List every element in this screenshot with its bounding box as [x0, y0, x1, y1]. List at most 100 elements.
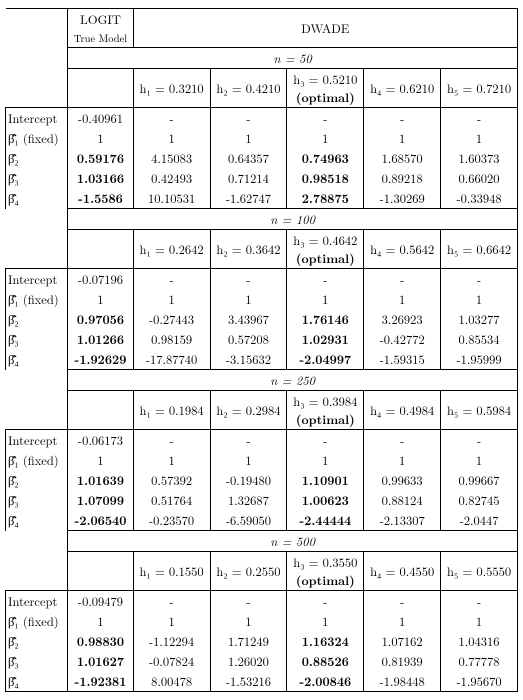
logit-label: LOGIT	[80, 10, 121, 28]
dwade-val-h1: 4.15083	[133, 148, 210, 168]
dwade-val-h5: 1.60373	[441, 148, 518, 168]
logit-val: 0.98830	[68, 631, 133, 651]
logit-val: -0.07196	[68, 269, 133, 290]
logit-header: LOGIT True Model	[68, 9, 133, 48]
dwade-val-h4: -1.30269	[364, 188, 441, 209]
dwade-val-h3: -	[287, 108, 364, 129]
h1-label: h₁ = 0.1550	[133, 552, 210, 591]
n-label: n = 50	[68, 48, 518, 69]
dwade-val-h4: 0.88124	[364, 490, 441, 510]
logit-val: 1.01627	[68, 651, 133, 671]
dwade-val-h3: 1	[287, 450, 364, 470]
dwade-val-h2: 1.32687	[210, 490, 287, 510]
dwade-val-h4: -	[364, 591, 441, 612]
h1-label: h₁ = 0.1984	[133, 391, 210, 430]
dwade-val-h3: 2.78875	[287, 188, 364, 209]
dwade-val-h1: 1	[133, 289, 210, 309]
dwade-val-h3: 0.98518	[287, 168, 364, 188]
dwade-val-h2: 0.57208	[210, 329, 287, 349]
h1-label: h₁ = 0.2642	[133, 230, 210, 269]
dwade-val-h2: -	[210, 591, 287, 612]
dwade-val-h5: -	[441, 108, 518, 129]
dwade-val-h1: 1	[133, 611, 210, 631]
param-label-b1: β̄̂₁ (fixed)	[6, 289, 68, 309]
dwade-val-h1: -0.23570	[133, 510, 210, 531]
dwade-val-h3: -	[287, 591, 364, 612]
h-row-blank-b	[68, 391, 133, 430]
dwade-val-h2: -0.19480	[210, 470, 287, 490]
estimates-table: LOGIT True Model DWADE n = 50h₁ = 0.3210…	[5, 8, 518, 692]
param-label-b1: β̄̂₁ (fixed)	[6, 611, 68, 631]
logit-val: 1	[68, 128, 133, 148]
h-row-blank-a	[6, 69, 68, 108]
logit-val: 1	[68, 289, 133, 309]
logit-val: -1.92381	[68, 671, 133, 692]
dwade-val-h4: -	[364, 108, 441, 129]
logit-val: 1.01639	[68, 470, 133, 490]
dwade-val-h5: 1	[441, 289, 518, 309]
dwade-val-h3: -2.44444	[287, 510, 364, 531]
n-label: n = 500	[68, 531, 518, 552]
dwade-val-h5: 1	[441, 450, 518, 470]
h2-label: h₂ = 0.3642	[210, 230, 287, 269]
h4-label: h₄ = 0.4550	[364, 552, 441, 591]
dwade-val-h5: -1.95999	[441, 349, 518, 370]
dwade-val-h1: -	[133, 108, 210, 129]
dwade-val-h2: 1.26020	[210, 651, 287, 671]
dwade-val-h5: 1	[441, 611, 518, 631]
dwade-val-h4: 0.99633	[364, 470, 441, 490]
param-label-b3: β̄̂₃	[6, 168, 68, 188]
dwade-val-h4: 1	[364, 450, 441, 470]
dwade-val-h3: 0.74963	[287, 148, 364, 168]
dwade-val-h4: -0.42772	[364, 329, 441, 349]
dwade-val-h1: 0.98159	[133, 329, 210, 349]
param-label-b3: β̄̂₃	[6, 329, 68, 349]
n-row-blank	[6, 531, 68, 552]
dwade-val-h5: 1.04316	[441, 631, 518, 651]
dwade-val-h2: 1	[210, 611, 287, 631]
param-label-intercept: Intercept	[6, 269, 68, 290]
dwade-val-h2: 0.71214	[210, 168, 287, 188]
logit-val: 1.03166	[68, 168, 133, 188]
logit-val: -1.92629	[68, 349, 133, 370]
param-label-b4: β̄̂₄	[6, 671, 68, 692]
dwade-val-h3: 0.88526	[287, 651, 364, 671]
logit-val: -0.40961	[68, 108, 133, 129]
param-label-intercept: Intercept	[6, 591, 68, 612]
dwade-val-h3: -	[287, 269, 364, 290]
h3-label: h₃ = 0.4642(optimal)	[287, 230, 364, 269]
dwade-val-h4: -1.98448	[364, 671, 441, 692]
param-label-b2: β̄̂₂	[6, 470, 68, 490]
dwade-val-h5: 0.85534	[441, 329, 518, 349]
h3-label: h₃ = 0.3550(optimal)	[287, 552, 364, 591]
dwade-val-h1: 0.57392	[133, 470, 210, 490]
logit-val: -0.09479	[68, 591, 133, 612]
dwade-val-h5: 0.82745	[441, 490, 518, 510]
dwade-val-h5: 0.99667	[441, 470, 518, 490]
corner-blank	[6, 9, 68, 48]
h5-label: h₅ = 0.6642	[441, 230, 518, 269]
dwade-val-h1: -	[133, 430, 210, 451]
h2-label: h₂ = 0.2984	[210, 391, 287, 430]
dwade-val-h1: 1	[133, 128, 210, 148]
dwade-val-h4: 0.81939	[364, 651, 441, 671]
dwade-val-h3: -	[287, 430, 364, 451]
dwade-val-h2: 1.71249	[210, 631, 287, 651]
dwade-val-h5: 1	[441, 128, 518, 148]
h5-label: h₅ = 0.5984	[441, 391, 518, 430]
dwade-header: DWADE	[133, 9, 517, 48]
dwade-val-h3: 1.00623	[287, 490, 364, 510]
dwade-val-h1: 8.00478	[133, 671, 210, 692]
dwade-val-h1: 0.51764	[133, 490, 210, 510]
logit-val: 1.07099	[68, 490, 133, 510]
h-row-blank-a	[6, 552, 68, 591]
dwade-val-h1: -17.87740	[133, 349, 210, 370]
dwade-val-h1: -0.27443	[133, 309, 210, 329]
dwade-val-h5: -	[441, 269, 518, 290]
n-row-blank	[6, 370, 68, 391]
dwade-val-h1: -0.07824	[133, 651, 210, 671]
param-label-intercept: Intercept	[6, 108, 68, 129]
dwade-val-h5: -	[441, 591, 518, 612]
dwade-val-h5: -2.0447	[441, 510, 518, 531]
dwade-val-h4: 1.07162	[364, 631, 441, 651]
